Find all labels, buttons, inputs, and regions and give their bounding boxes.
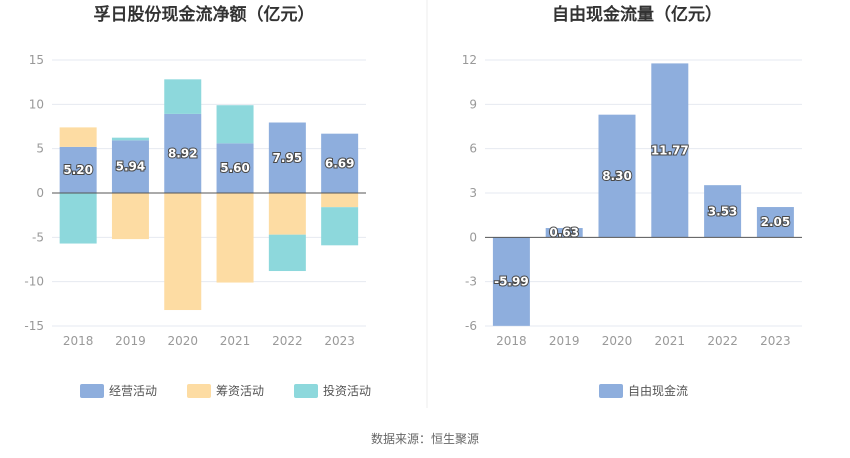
data-label: 3.53 — [708, 204, 738, 218]
y-tick-label: -5 — [32, 230, 44, 244]
x-tick-label: 2019 — [549, 334, 580, 348]
legend-label: 自由现金流 — [628, 383, 688, 398]
bar-2023-1[interactable] — [756, 207, 794, 238]
x-tick-label: 2020 — [602, 334, 633, 348]
legend-label: 经营活动 — [109, 384, 157, 398]
y-tick-label: 3 — [469, 186, 477, 200]
data-label: 6.69 — [325, 156, 355, 170]
data-label: 8.92 — [168, 146, 198, 160]
y-tick-label: 0 — [36, 186, 44, 200]
x-tick-label: 2022 — [272, 334, 303, 348]
x-tick-label: 2023 — [324, 334, 355, 348]
x-tick-label: 2018 — [496, 334, 527, 348]
data-label: 2.05 — [761, 215, 791, 229]
data-label: 5.94 — [116, 160, 146, 174]
y-tick-label: 0 — [469, 230, 477, 244]
data-label: 8.30 — [602, 169, 632, 183]
data-label: 5.60 — [220, 161, 250, 175]
x-tick-label: 2021 — [220, 334, 251, 348]
y-tick-label: -3 — [465, 275, 477, 289]
x-tick-label: 2020 — [167, 334, 198, 348]
bar-2021-1[interactable] — [651, 63, 689, 238]
legend-swatch — [80, 384, 104, 398]
legend-label: 投资活动 — [323, 383, 371, 398]
bar-2018-3[interactable] — [59, 193, 97, 244]
data-label: 0.63 — [549, 226, 579, 240]
x-tick-label: 2023 — [760, 334, 791, 348]
x-tick-label: 2019 — [115, 334, 146, 348]
bar-2020-3[interactable] — [164, 79, 202, 114]
x-tick-label: 2021 — [655, 334, 686, 348]
bar-2023-3[interactable] — [321, 207, 359, 246]
y-tick-label: -15 — [24, 319, 44, 333]
bar-2023-1[interactable] — [321, 133, 359, 193]
bar-2020-1[interactable] — [164, 113, 202, 193]
bar-2021-1[interactable] — [216, 143, 254, 193]
bar-2018-1[interactable] — [59, 146, 97, 193]
bar-2018-1[interactable] — [492, 237, 530, 326]
bar-2022-1[interactable] — [268, 122, 306, 193]
bar-2021-3[interactable] — [216, 105, 254, 144]
y-tick-label: 10 — [29, 97, 44, 111]
y-tick-label: 6 — [469, 142, 477, 156]
bar-2022-1[interactable] — [704, 185, 742, 238]
legend-swatch — [599, 384, 623, 398]
bar-2019-1[interactable] — [545, 228, 583, 238]
y-tick-label: 5 — [36, 142, 44, 156]
data-label: 11.77 — [651, 143, 689, 157]
data-label: -5.99 — [494, 275, 529, 289]
chart-title: 自由现金流量（亿元） — [552, 4, 722, 25]
bar-2019-3[interactable] — [111, 137, 149, 141]
y-tick-label: -10 — [24, 275, 44, 289]
legend-item-1[interactable]: 自由现金流 — [599, 383, 688, 398]
legend-swatch — [294, 384, 318, 398]
legend-item-3[interactable]: 投资活动 — [294, 383, 371, 398]
free-cash-flow-chart: 自由现金流量（亿元） 12 9 6 3 0 -3 -6 2018 2019 2020 2021 2022… — [462, 4, 802, 398]
bar-2019-2[interactable] — [111, 193, 149, 240]
bar-2018-2[interactable] — [59, 127, 97, 147]
y-tick-label: -6 — [465, 319, 477, 333]
bar-2020-2[interactable] — [164, 193, 202, 311]
legend-label: 筹资活动 — [216, 384, 264, 398]
bar-2022-3[interactable] — [268, 234, 306, 272]
bar-2020-1[interactable] — [598, 114, 636, 238]
bar-2023-2[interactable] — [321, 193, 359, 208]
y-tick-label: 12 — [462, 53, 477, 67]
bar-2022-2[interactable] — [268, 193, 306, 235]
legend-item-1[interactable]: 经营活动 — [80, 384, 157, 398]
bar-2019-1[interactable] — [111, 140, 149, 193]
bar-2021-2[interactable] — [216, 193, 254, 283]
legend-swatch — [187, 384, 211, 398]
y-tick-label: 9 — [469, 97, 477, 111]
data-label: 5.20 — [63, 163, 93, 177]
chart-title: 孚日股份现金流净额（亿元） — [94, 4, 315, 25]
x-tick-label: 2018 — [63, 334, 94, 348]
y-tick-label: 15 — [29, 53, 44, 67]
legend-item-2[interactable]: 筹资活动 — [187, 384, 264, 398]
cash-flow-chart: 孚日股份现金流净额（亿元） 15 10 5 0 -5 -10 -15 2018 2019 2020 2… — [24, 4, 371, 398]
x-tick-label: 2022 — [707, 334, 738, 348]
source-note: 数据来源：恒生聚源 — [371, 431, 479, 446]
data-label: 7.95 — [273, 151, 303, 165]
